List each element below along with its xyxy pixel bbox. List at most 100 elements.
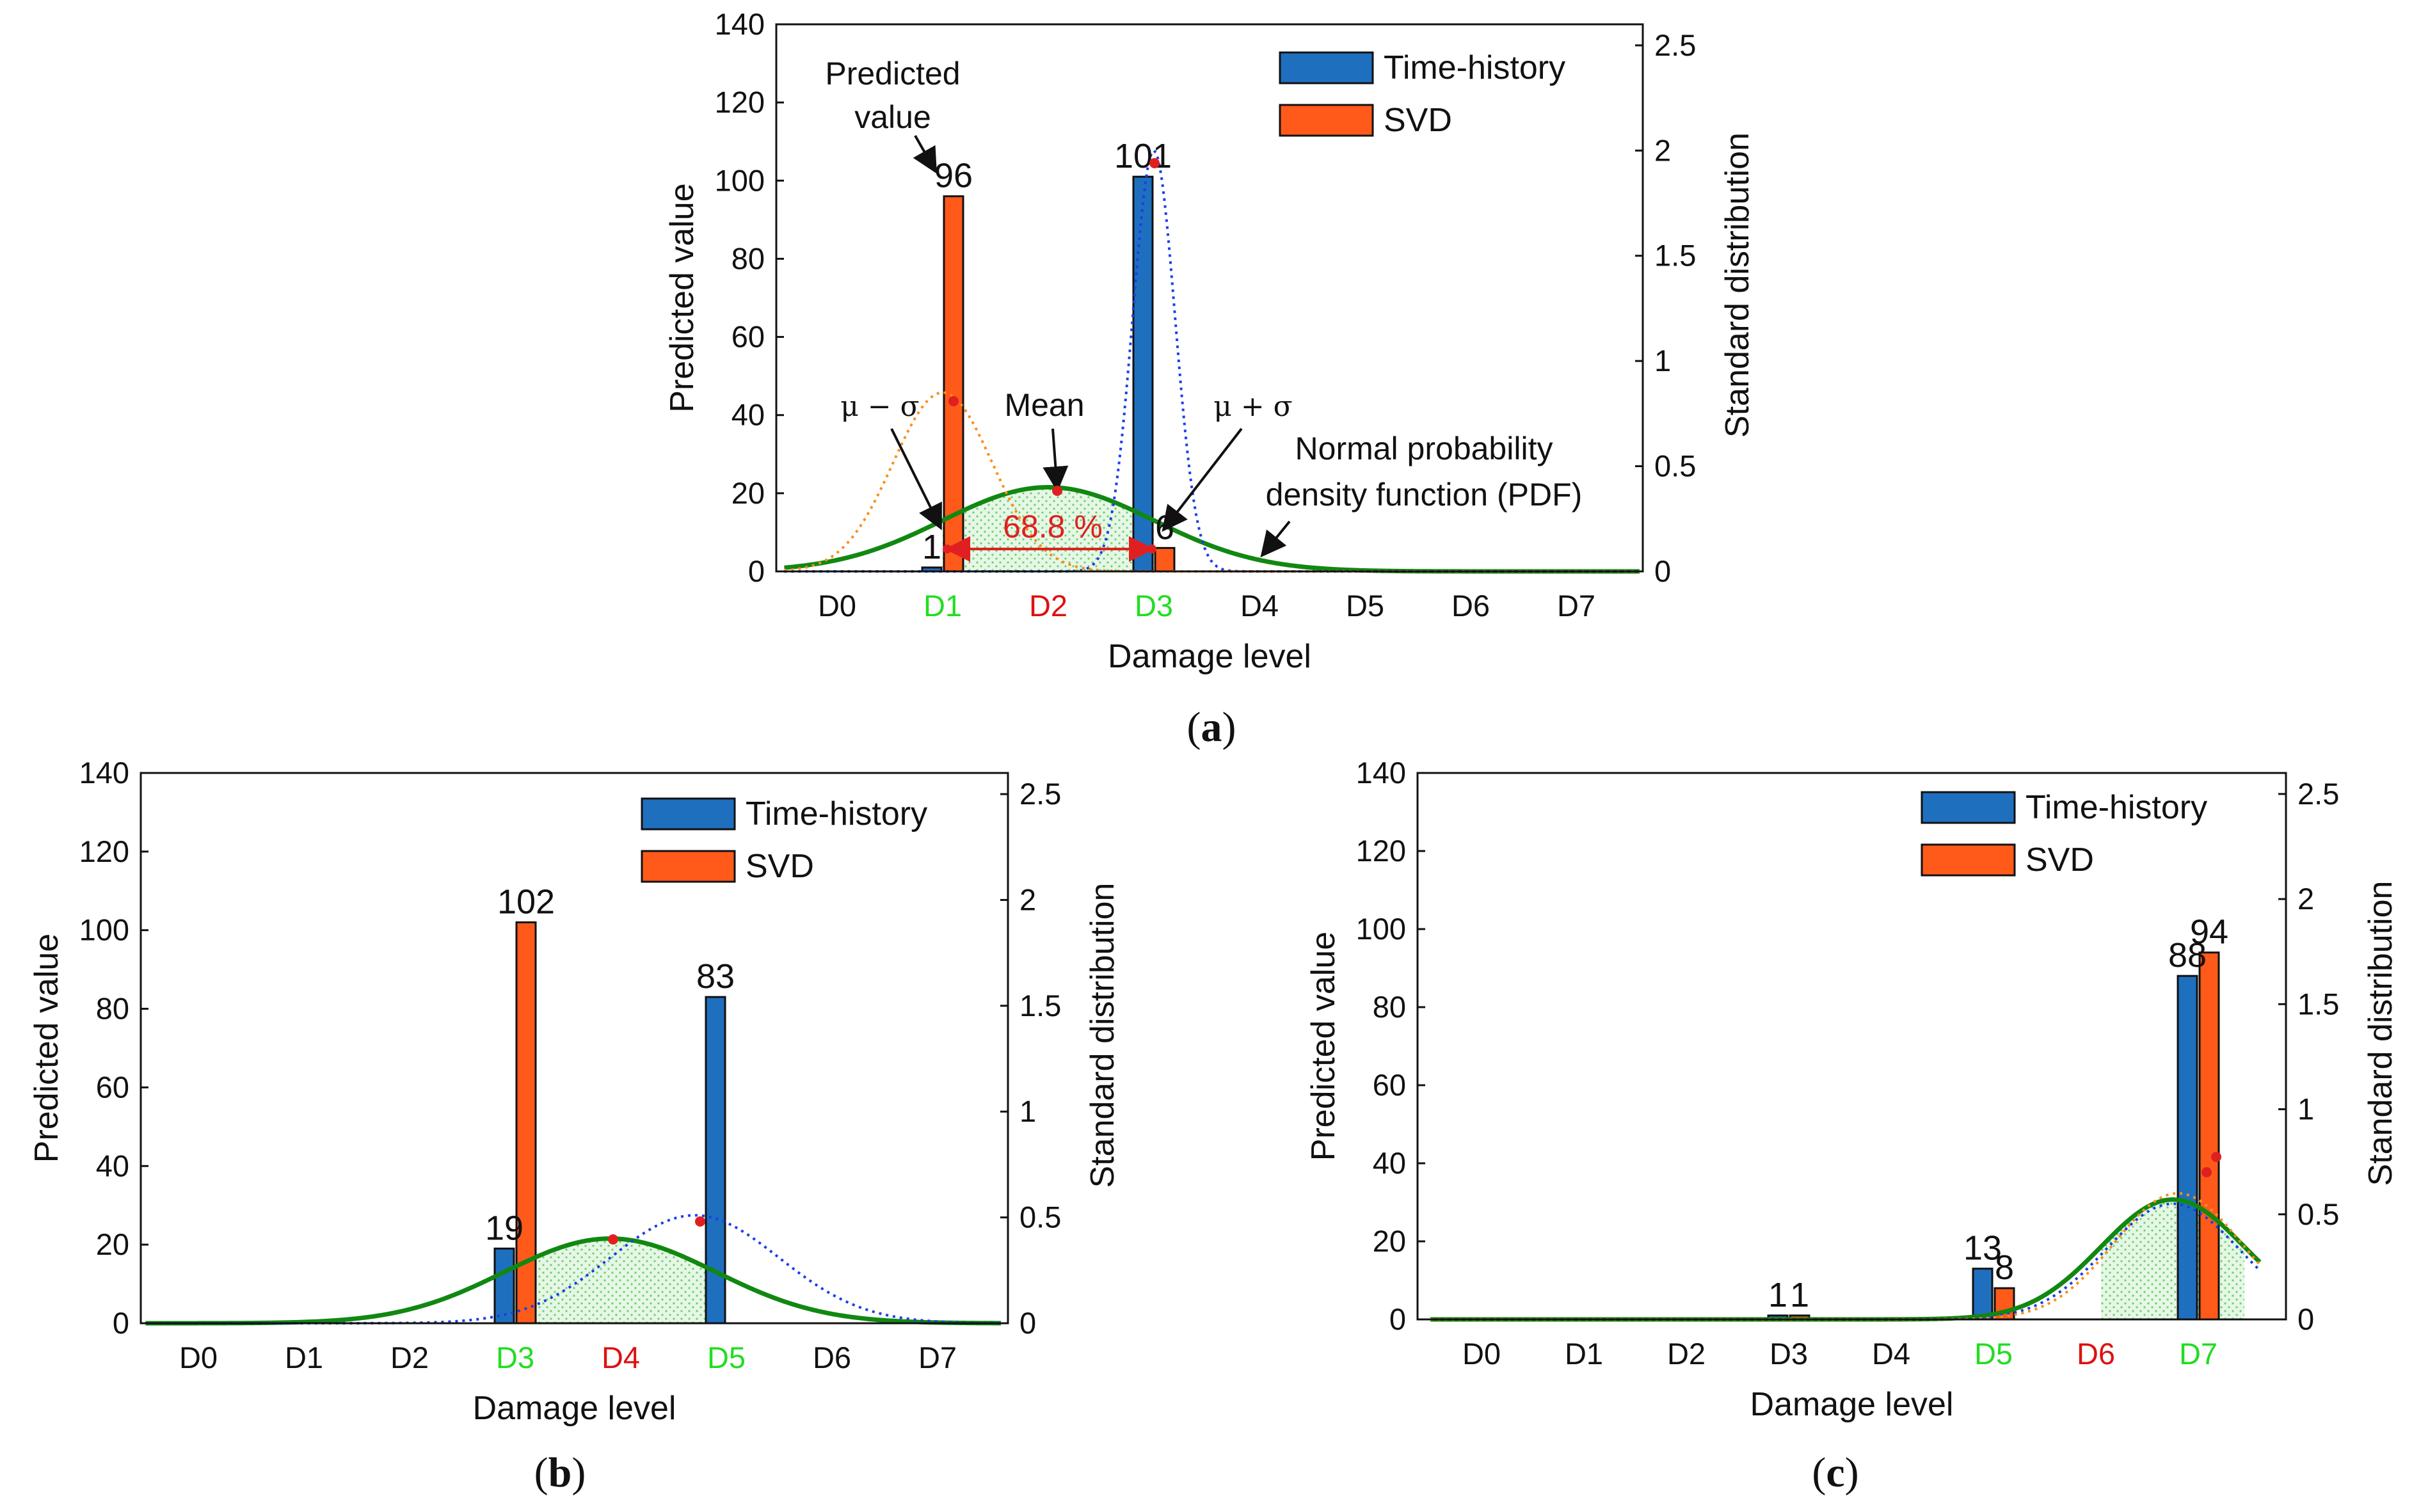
y2tick-label: 0	[1654, 554, 1671, 588]
y2tick-label: 1.5	[1019, 989, 1061, 1023]
ytick-label: 140	[1356, 756, 1406, 790]
panel-a: 0 20 40 60 80 100 120 140 0 0.5 1 1.5 2 2.5 D0 D1 D2 D3 D4…	[664, 7, 1756, 751]
x-axis-label: Damage level	[473, 1390, 676, 1427]
legend-label-1: SVD	[2025, 841, 2094, 879]
legend-label-0: Time-history	[2025, 789, 2207, 826]
y2tick-label: 0	[1019, 1306, 1036, 1340]
bar-value-label: 102	[497, 882, 555, 921]
ytick-label: 20	[96, 1227, 129, 1261]
bar-value-label: 13	[1963, 1229, 2002, 1268]
legend-swatch-0	[1921, 791, 2016, 824]
ytick-label: 140	[79, 756, 129, 790]
y2tick-label: 0.5	[1019, 1200, 1061, 1234]
y2tick-label: 2.5	[2297, 777, 2339, 811]
bar-value-label: 96	[934, 157, 973, 195]
y2tick-label: 2	[1019, 882, 1036, 916]
arrow-pdf	[1260, 520, 1291, 558]
xtick-d3: D3	[1770, 1337, 1808, 1371]
sigma-marker-left	[943, 545, 952, 553]
annot-mean: Mean	[1004, 387, 1084, 423]
y2tick-label: 1	[2297, 1092, 2314, 1126]
y2tick-label: 1	[1654, 344, 1671, 378]
ytick-label: 0	[748, 554, 765, 588]
ytick-label: 20	[1373, 1224, 1406, 1258]
bar-value-label: 1	[1790, 1276, 1809, 1314]
ytick-label: 60	[731, 320, 765, 354]
xtick-d1: D1	[285, 1341, 323, 1374]
xtick-d4: D4	[1240, 589, 1279, 623]
xtick-d3: D3	[1135, 589, 1173, 623]
ytick-label: 40	[731, 398, 765, 432]
panel-a-annotations: Predicted value Mean μ − σ μ + σ Normal …	[825, 56, 1583, 562]
y2tick-label: 0.5	[2297, 1197, 2339, 1231]
panel-b: 0 20 40 60 80 100 120 140 0 0.5 1 1.5 2 2.5 D0 D1 D2 D3 D4…	[28, 756, 1121, 1496]
caption-b: (b)	[534, 1449, 586, 1496]
xtick-d4: D4	[1872, 1337, 1910, 1371]
y2tick-label: 1	[1019, 1094, 1036, 1128]
arrow-mean	[1043, 428, 1069, 492]
bar-svd-d3	[1154, 546, 1176, 573]
xtick-d7: D7	[2179, 1337, 2217, 1371]
x-axis-label: Damage level	[1750, 1386, 1954, 1423]
ytick-label: 120	[715, 85, 765, 119]
arrow-predicted-value	[913, 135, 937, 174]
bar-value-label: 19	[485, 1209, 523, 1247]
annot-mu-plus-sigma: μ + σ	[1213, 390, 1292, 423]
bar-value-label: 1	[1768, 1276, 1787, 1314]
y2tick-label: 0.5	[1654, 449, 1696, 483]
ytick-label: 100	[79, 913, 129, 947]
xtick-d7: D7	[1557, 589, 1595, 623]
legend-swatch-0	[1279, 51, 1374, 84]
xtick-d7: D7	[918, 1341, 957, 1374]
ytick-label: 120	[1356, 834, 1406, 868]
y2tick-label: 2	[2297, 882, 2314, 916]
pdf-shaded-region	[504, 1238, 716, 1323]
bar-value-label: 94	[2190, 913, 2228, 951]
y2tick-label: 1.5	[1654, 239, 1696, 273]
peak-marker-mean	[608, 1234, 618, 1245]
peak-marker-mean	[1052, 486, 1062, 496]
peak-marker-svd	[948, 396, 959, 406]
panel-c-annotations	[2201, 1152, 2221, 1177]
y2tick-label: 2.5	[1019, 777, 1061, 811]
y2tick-label: 2	[1654, 133, 1671, 167]
xtick-d2: D2	[390, 1341, 429, 1374]
y-axis-label: Predicted value	[28, 934, 65, 1163]
legend-swatch-1	[641, 850, 736, 883]
caption-c: (c)	[1812, 1449, 1858, 1496]
arrow-mu-plus-sigma	[1162, 427, 1243, 532]
legend-swatch-1	[1921, 843, 2016, 877]
y2tick-label: 2.5	[1654, 28, 1696, 62]
annot-predicted-value-line1: Predicted	[825, 56, 960, 92]
xtick-d4: D4	[602, 1341, 640, 1374]
legend-swatch-0	[641, 797, 736, 831]
y-axis-label: Predicted value	[1305, 932, 1342, 1161]
peak-marker-1	[2211, 1152, 2221, 1162]
annot-pdf-line2: density function (PDF)	[1266, 477, 1583, 513]
bar-value-label: 1	[922, 528, 941, 566]
annot-percent: 68.8 %	[1003, 509, 1103, 545]
xtick-d6: D6	[813, 1341, 851, 1374]
legend-label-1: SVD	[746, 848, 814, 885]
pdf-curve-2	[784, 391, 1640, 573]
ytick-label: 20	[731, 476, 765, 510]
ytick-label: 80	[731, 241, 765, 275]
ytick-label: 60	[1373, 1068, 1406, 1102]
xtick-d5: D5	[707, 1341, 746, 1374]
xtick-d0: D0	[1462, 1337, 1501, 1371]
xtick-d2: D2	[1029, 589, 1067, 623]
y2tick-label: 0	[2297, 1302, 2314, 1336]
ytick-label: 100	[715, 163, 765, 197]
ytick-label: 80	[1373, 990, 1406, 1024]
bar-svd-d7	[2198, 951, 2220, 1321]
peak-marker-2	[2201, 1167, 2212, 1177]
xtick-d5: D5	[1346, 589, 1384, 623]
bar-svd-d1	[943, 195, 964, 573]
plot-frame	[1416, 772, 2287, 1321]
bar-time-history-d3	[493, 1247, 515, 1325]
bar-value-label: 101	[1114, 137, 1172, 175]
peak-marker-time-history	[1149, 158, 1160, 168]
y-axis-label: Predicted value	[664, 183, 701, 412]
y2-axis-label: Standard distribution	[2362, 881, 2399, 1186]
annot-pdf-line1: Normal probability	[1295, 431, 1553, 466]
